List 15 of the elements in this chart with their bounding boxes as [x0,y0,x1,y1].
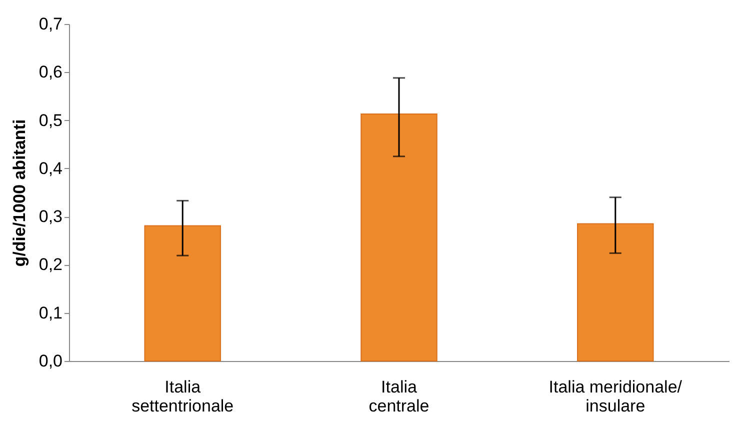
y-tick-label: 0,6 [38,62,62,82]
x-tick-label: Italia centrale [368,378,430,416]
y-tick-label: 0,5 [38,110,62,130]
y-tick-label: 0,7 [38,14,62,34]
bar [577,223,654,362]
y-tick-label: 0,0 [38,352,62,370]
x-tick-label: Italia settentrionale [132,378,234,416]
x-tick-label: Italia meridionale/ insulare [548,378,682,416]
bar [360,114,438,362]
y-axis-title: g/die/1000 abitanti [10,119,29,267]
bar [144,225,221,362]
y-tick-label: 0,4 [38,158,62,178]
y-tick-label: 0,2 [38,255,62,274]
y-tick-label: 0,1 [38,303,62,322]
y-tick-label: 0,3 [38,207,62,226]
